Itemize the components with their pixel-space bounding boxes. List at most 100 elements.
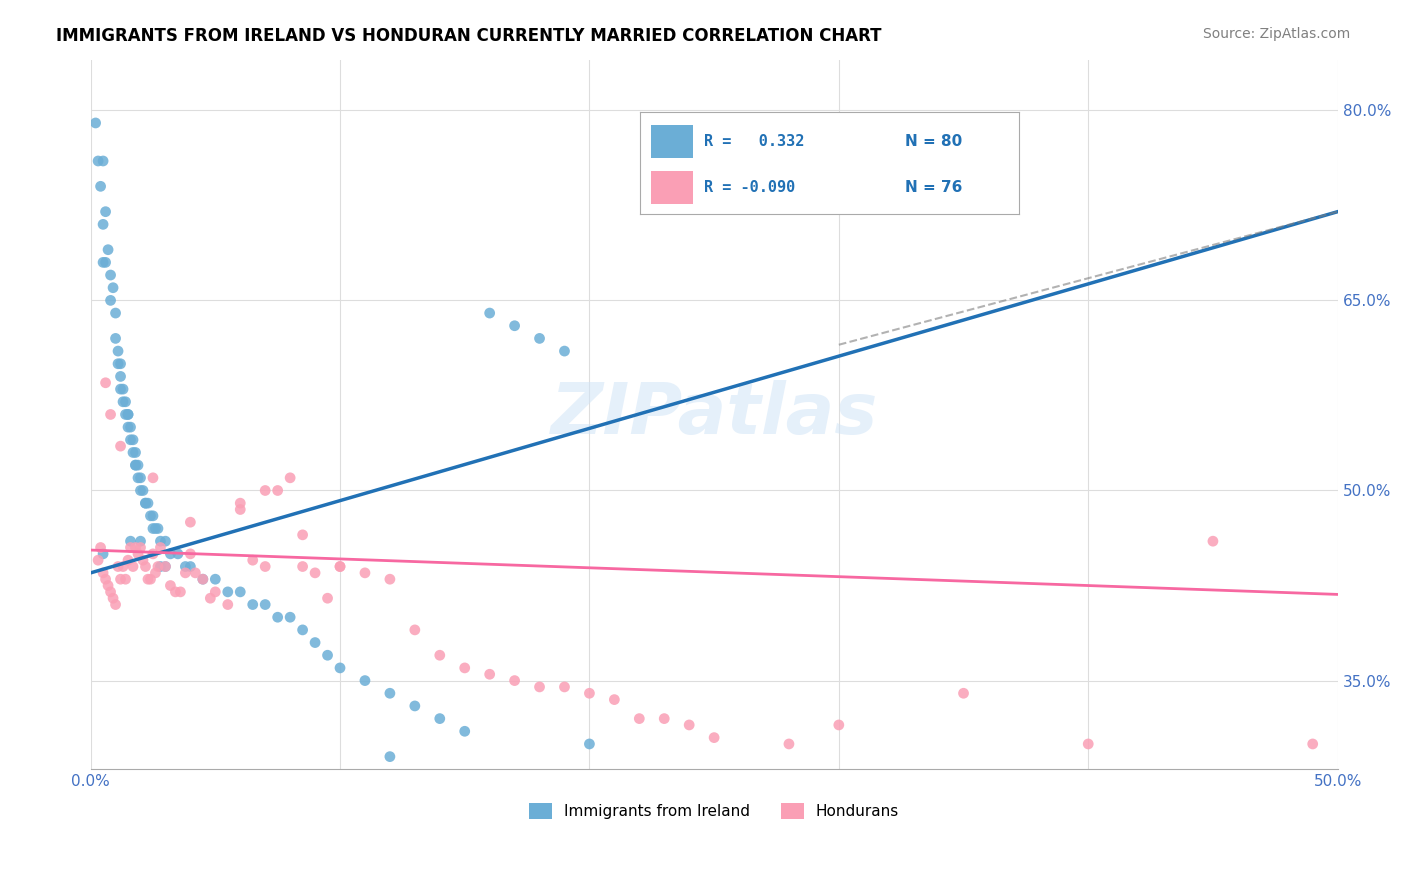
- Point: [254, 483, 277, 498]
- Point: [112, 559, 135, 574]
- Point: [778, 737, 800, 751]
- Point: [628, 712, 651, 726]
- Point: [242, 598, 264, 612]
- Point: [91, 547, 114, 561]
- Point: [97, 243, 120, 257]
- Point: [134, 496, 156, 510]
- Point: [136, 572, 159, 586]
- Point: [129, 534, 152, 549]
- Text: Source: ZipAtlas.com: Source: ZipAtlas.com: [1202, 27, 1350, 41]
- Point: [104, 598, 127, 612]
- Point: [179, 547, 201, 561]
- Point: [90, 179, 112, 194]
- Point: [91, 153, 114, 168]
- Point: [122, 559, 145, 574]
- Point: [291, 623, 314, 637]
- Point: [124, 458, 146, 472]
- Point: [553, 680, 575, 694]
- Text: R =   0.332: R = 0.332: [704, 134, 804, 149]
- Point: [117, 408, 139, 422]
- Point: [155, 534, 177, 549]
- Point: [136, 496, 159, 510]
- Point: [149, 534, 172, 549]
- Point: [117, 553, 139, 567]
- Point: [329, 559, 352, 574]
- Point: [124, 445, 146, 459]
- Bar: [651, 125, 693, 158]
- Point: [100, 585, 122, 599]
- Point: [1302, 737, 1324, 751]
- Point: [354, 673, 377, 688]
- Point: [217, 585, 239, 599]
- Point: [129, 471, 152, 485]
- Point: [503, 673, 526, 688]
- Point: [146, 559, 169, 574]
- Point: [378, 749, 401, 764]
- Text: IMMIGRANTS FROM IRELAND VS HONDURAN CURRENTLY MARRIED CORRELATION CHART: IMMIGRANTS FROM IRELAND VS HONDURAN CURR…: [56, 27, 882, 45]
- Point: [529, 680, 551, 694]
- Point: [429, 648, 451, 663]
- Point: [142, 508, 165, 523]
- Point: [266, 610, 288, 624]
- Point: [110, 382, 132, 396]
- Point: [117, 420, 139, 434]
- Point: [553, 344, 575, 359]
- Point: [316, 591, 339, 606]
- Point: [110, 439, 132, 453]
- Point: [179, 515, 201, 529]
- Point: [84, 116, 107, 130]
- Point: [266, 483, 288, 498]
- Point: [454, 724, 477, 739]
- Point: [316, 648, 339, 663]
- Point: [191, 572, 214, 586]
- Point: [107, 559, 129, 574]
- Point: [304, 566, 326, 580]
- Point: [578, 686, 600, 700]
- Point: [104, 331, 127, 345]
- Point: [94, 255, 117, 269]
- Point: [329, 559, 352, 574]
- Point: [94, 204, 117, 219]
- Point: [134, 496, 156, 510]
- Point: [139, 508, 162, 523]
- Point: [134, 559, 156, 574]
- Point: [603, 692, 626, 706]
- Point: [174, 566, 197, 580]
- Text: N = 80: N = 80: [905, 134, 963, 149]
- Point: [142, 547, 165, 561]
- Point: [149, 541, 172, 555]
- Point: [124, 541, 146, 555]
- Point: [329, 661, 352, 675]
- Point: [122, 433, 145, 447]
- Point: [101, 281, 124, 295]
- Point: [378, 686, 401, 700]
- Point: [142, 522, 165, 536]
- Point: [117, 408, 139, 422]
- Point: [142, 471, 165, 485]
- Text: ZIPatlas: ZIPatlas: [550, 380, 877, 449]
- Point: [146, 522, 169, 536]
- Point: [132, 483, 155, 498]
- Point: [404, 623, 426, 637]
- Point: [100, 268, 122, 282]
- Point: [159, 547, 181, 561]
- Point: [174, 559, 197, 574]
- Point: [378, 572, 401, 586]
- Point: [114, 572, 136, 586]
- Point: [404, 698, 426, 713]
- Point: [229, 585, 252, 599]
- Point: [101, 591, 124, 606]
- Point: [110, 369, 132, 384]
- Point: [229, 496, 252, 510]
- Point: [122, 445, 145, 459]
- Point: [167, 547, 190, 561]
- Point: [114, 394, 136, 409]
- Point: [94, 572, 117, 586]
- Point: [478, 306, 501, 320]
- Point: [703, 731, 725, 745]
- Point: [107, 357, 129, 371]
- Point: [184, 566, 207, 580]
- Point: [304, 635, 326, 649]
- Point: [127, 458, 149, 472]
- Point: [90, 541, 112, 555]
